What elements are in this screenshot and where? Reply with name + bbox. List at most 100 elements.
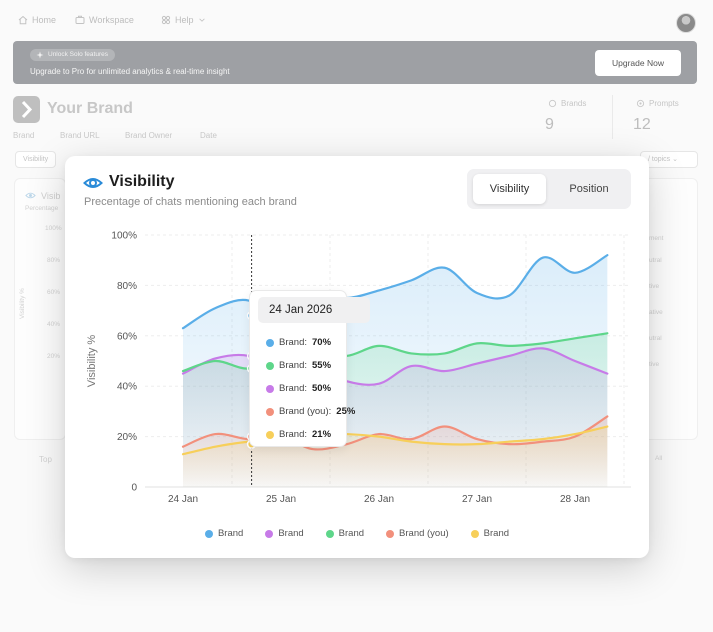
legend-label: Brand (338, 528, 365, 539)
bg-ytick-60: 60% (47, 289, 61, 296)
chevron-right-icon (21, 100, 33, 119)
modal-subtitle: Precentage of chats mentioning each bran… (84, 196, 297, 208)
eye-icon (25, 192, 36, 199)
view-toggle: Visibility Position (467, 169, 631, 209)
x-tick-label: 26 Jan (364, 494, 394, 505)
prompts-icon (636, 99, 645, 108)
stat-brands-text: Brands (561, 99, 587, 108)
y-tick-label: 40% (117, 382, 137, 393)
tooltip-dot (266, 361, 274, 370)
legend-item[interactable]: Brand (265, 528, 304, 539)
legend-dot (265, 529, 274, 538)
legend-item[interactable]: Brand (you) (386, 528, 449, 539)
stat-brands-value: 9 (545, 116, 554, 133)
legend-item[interactable]: Brand (204, 528, 244, 539)
tooltip-dot (266, 407, 274, 416)
x-tick-label: 24 Jan (168, 494, 198, 505)
legend-item[interactable]: Brand (325, 528, 365, 539)
sparkle-icon (36, 51, 44, 59)
x-tick-label: 25 Jan (266, 494, 296, 505)
unlock-pill-label: Unlock Solo features (48, 51, 108, 58)
tooltip-value: 25% (336, 406, 356, 417)
brand-name: Your Brand (47, 100, 133, 117)
stat-divider (612, 95, 613, 139)
brand-meta-date: Date (200, 131, 217, 140)
bg-ylabel: Visibility % (19, 288, 26, 319)
nav-workspace[interactable]: Workspace (75, 15, 134, 25)
workspace-icon (75, 15, 85, 24)
modal-title: Visibility (109, 173, 175, 190)
bg-card-title: Visib (41, 191, 61, 201)
brand-meta-url: Brand URL (60, 131, 100, 140)
toggle-visibility[interactable]: Visibility (473, 174, 546, 204)
upgrade-now-button[interactable]: Upgrade Now (595, 50, 681, 76)
bg-bottom-right: All (655, 455, 663, 462)
y-tick-label: 0 (131, 483, 137, 494)
upgrade-banner: Unlock Solo features Upgrade to Pro for … (13, 41, 697, 84)
chip-visibility[interactable]: Visibility (15, 151, 57, 168)
bg-ytick-80: 80% (47, 257, 61, 264)
nav-home[interactable]: Home (18, 15, 56, 25)
x-tick-label: 28 Jan (560, 494, 590, 505)
brand-logo (13, 96, 40, 123)
nav-home-label: Home (32, 15, 57, 25)
tooltip-date: 24 Jan 2026 (258, 297, 370, 323)
legend-label: Brand (217, 528, 244, 539)
visibility-modal: Visibility Precentage of chats mentionin… (65, 156, 649, 558)
chip-topics-label: / topics (648, 156, 671, 163)
banner-text: Upgrade to Pro for unlimited analytics &… (30, 67, 230, 76)
tooltip-value: 70% (312, 337, 332, 348)
y-tick-label: 60% (117, 331, 137, 342)
stat-brands-label: Brands (548, 99, 586, 108)
bg-ytick-100: 100% (45, 225, 62, 232)
y-tick-label: 80% (117, 281, 137, 292)
brand-meta-brand: Brand (13, 131, 35, 140)
top-navigation: Home Workspace Help (0, 0, 713, 40)
y-axis-label: Visibility % (86, 335, 98, 388)
legend-dot (204, 529, 213, 538)
legend-label: Brand (278, 528, 304, 539)
stat-prompts-label: Prompts (636, 99, 679, 108)
tooltip-dot (266, 338, 274, 347)
brands-icon (548, 99, 557, 108)
legend-dot (325, 529, 334, 538)
tooltip-label: Brand: (279, 383, 307, 394)
bg-bottom-title: Top (39, 455, 52, 464)
bg-right-item-2: tive (649, 283, 660, 290)
help-icon (161, 15, 171, 25)
avatar[interactable] (676, 13, 696, 33)
bg-right-item-1: utral (649, 257, 662, 264)
nav-help[interactable]: Help (161, 15, 206, 25)
tooltip-row: Brand: 50% (266, 383, 331, 394)
tooltip-dot (266, 384, 274, 393)
eye-icon (83, 178, 103, 188)
home-icon (18, 15, 28, 25)
unlock-pill: Unlock Solo features (30, 49, 115, 61)
bg-right-item-4: utral (649, 335, 662, 342)
tooltip-value: 21% (312, 429, 332, 440)
stat-prompts-text: Prompts (649, 99, 679, 108)
visibility-chart: 0 20% 40% 60% 80% 100% 24 Jan 25 Jan 26 Jan 27 Ja… (86, 231, 631, 505)
legend-item[interactable]: Brand (470, 528, 510, 539)
chart-legend: Brand Brand Brand Brand (you) Brand (65, 528, 649, 539)
nav-workspace-label: Workspace (89, 15, 134, 25)
toggle-position[interactable]: Position (569, 183, 609, 195)
brand-meta-owner: Brand Owner (125, 131, 173, 140)
bg-right-item-5: tive (649, 361, 660, 368)
chart-tooltip: 24 Jan 2026 Brand: 70% Brand: 55% Brand: 50… (249, 290, 370, 447)
tooltip-label: Brand: (279, 337, 307, 348)
x-tick-label: 27 Jan (462, 494, 492, 505)
tooltip-row: Brand: 21% (266, 429, 331, 440)
bg-sentiment-card: ment utral tive ative utral tive All (640, 178, 698, 462)
chip-topics[interactable]: / topics ⌄ (640, 151, 698, 168)
bg-card-sub: Percentage (25, 205, 59, 212)
tooltip-label: Brand: (279, 360, 307, 371)
bg-ytick-20: 20% (47, 353, 61, 360)
y-tick-label: 100% (111, 231, 137, 242)
legend-dot (386, 529, 395, 538)
legend-label: Brand (483, 528, 510, 539)
tooltip-row: Brand: 70% (266, 337, 331, 348)
bg-ytick-40: 40% (47, 321, 61, 328)
chevron-down-icon (198, 18, 205, 22)
y-tick-label: 20% (117, 432, 137, 443)
